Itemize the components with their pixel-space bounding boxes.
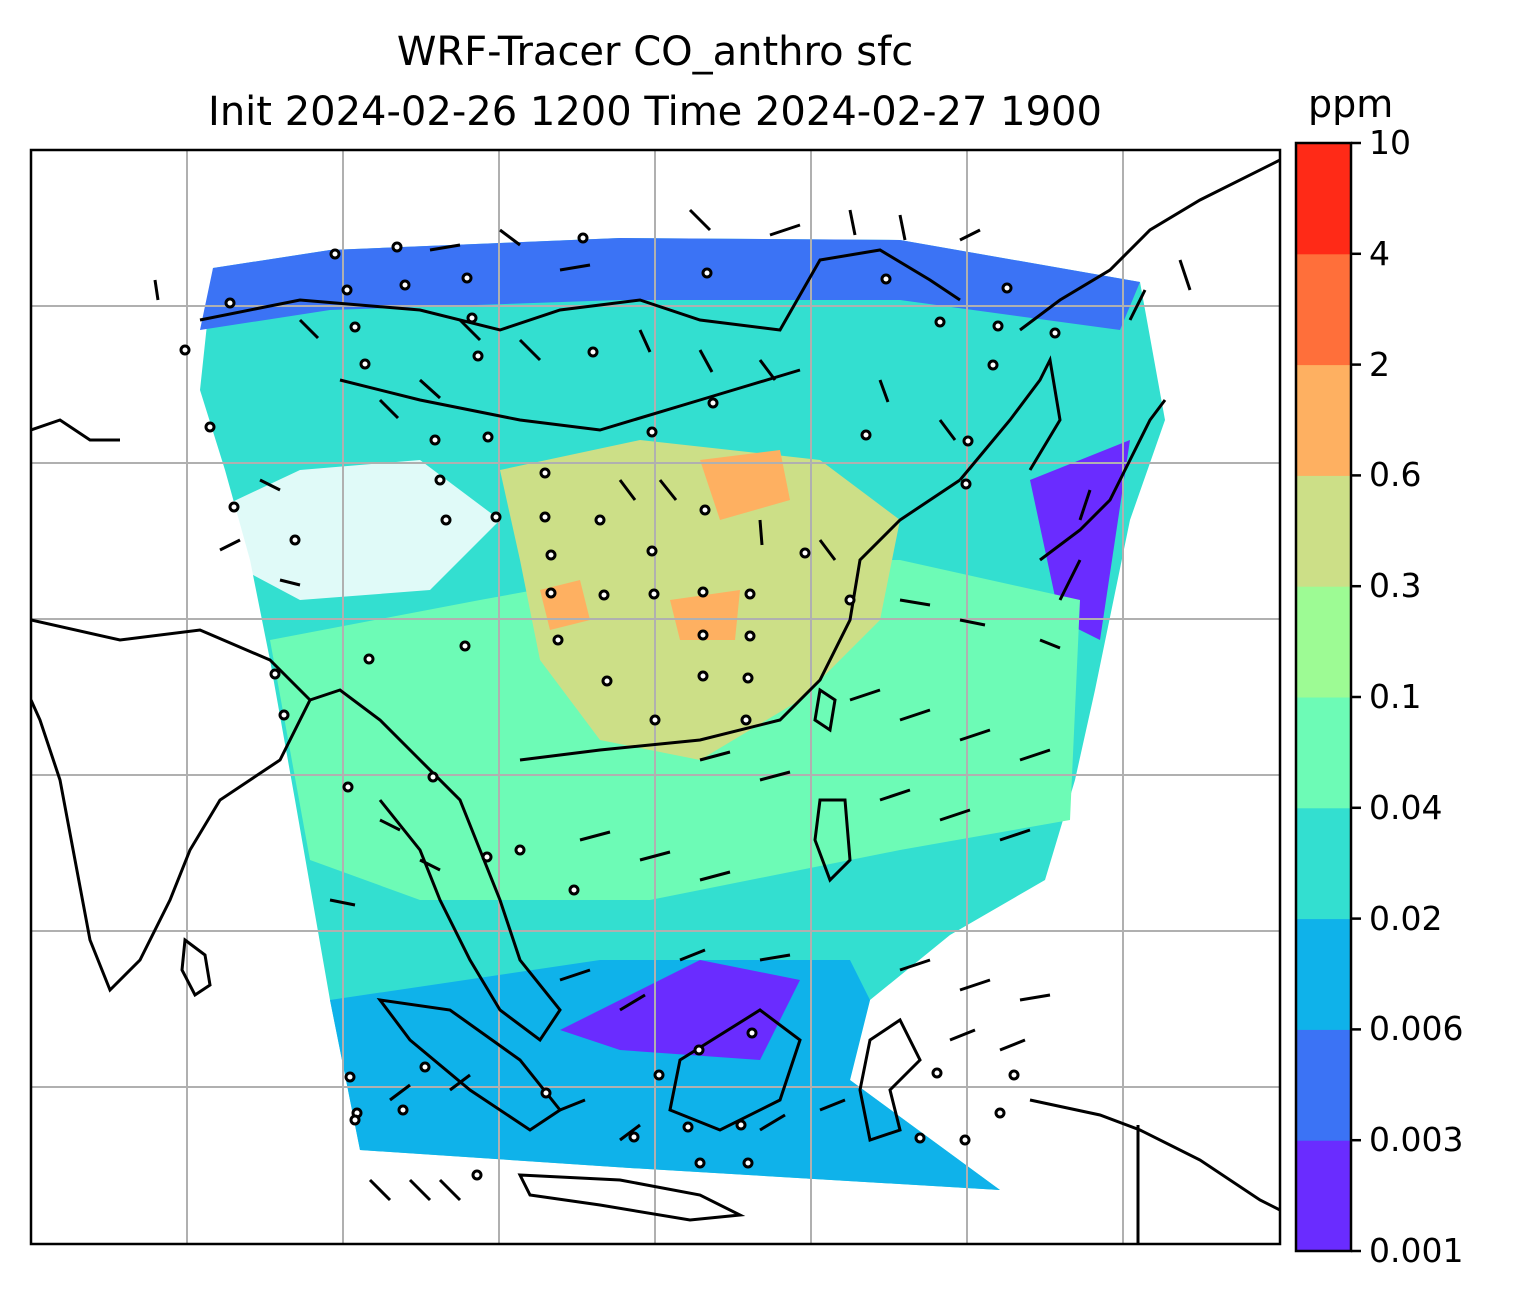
island-new-guinea [1029, 1098, 1280, 1212]
colorbar-segment [1296, 697, 1351, 809]
calm-wind-circles [179, 232, 1061, 1181]
colorbar-tick-label: 0.003 [1369, 1120, 1464, 1160]
colorbar-segment [1296, 475, 1351, 587]
field-band-min-south [560, 960, 800, 1060]
island-sri-lanka [180, 937, 212, 998]
colorbar-segment [1296, 253, 1351, 366]
wind-barbs [153, 208, 1192, 1202]
field-band-peak [700, 450, 790, 520]
colorbar [1294, 141, 1361, 1253]
colorbar-segment [1296, 1140, 1351, 1252]
coastline-korea [958, 355, 1062, 481]
field-band-peak [670, 590, 740, 640]
colorbar-tick-label: 10 [1369, 123, 1411, 162]
colorbar-tick-label: 4 [1369, 233, 1390, 273]
colorbar-tick-label: 0.006 [1369, 1009, 1464, 1049]
colorbar-segment [1296, 1029, 1351, 1141]
colorbar-tick-label: 0.3 [1369, 566, 1422, 606]
map-frame [29, 148, 1282, 1246]
field-gap-himalaya [215, 460, 500, 600]
field-band-low-north [200, 238, 1140, 330]
island-java [517, 1173, 746, 1222]
island-luzon [813, 798, 852, 883]
colorbar-segment [1296, 364, 1351, 476]
coastline-russia-east [1019, 158, 1280, 332]
island-taiwan [813, 687, 837, 733]
chart-title-line1: WRF-Tracer CO_anthro sfc [396, 29, 914, 75]
island-sumatra [376, 998, 563, 1132]
colorbar-unit: ppm [1308, 82, 1394, 126]
colorbar-segment [1296, 143, 1351, 255]
border-china-south [339, 368, 801, 432]
coastline-japan [1039, 399, 1167, 562]
gridlines [31, 150, 1280, 1244]
coastline-south-china [519, 478, 961, 762]
field-band-min-east [1030, 440, 1130, 640]
colorbar-tick-label: 0.1 [1369, 677, 1422, 716]
border-mongolia [199, 248, 961, 332]
field-band-low-south [330, 960, 1000, 1190]
coastline-indochina [309, 688, 562, 1043]
colorbar-segment [1296, 586, 1351, 698]
chart-title-line2: Init 2024-02-26 1200 Time 2024-02-27 190… [208, 89, 1102, 135]
colorbar-tick-label: 0.02 [1369, 898, 1443, 938]
colorbar-segment [1296, 807, 1351, 920]
coastline-india [31, 618, 312, 993]
coastlines [31, 158, 1280, 1244]
colorbar-tick-label: 2 [1369, 344, 1390, 384]
colorbar-segment [1296, 918, 1351, 1030]
colorbar-tick-label: 0.001 [1369, 1231, 1464, 1270]
map-area [31, 150, 1280, 1244]
island-sulawesi [858, 1017, 922, 1142]
island-borneo [668, 1008, 802, 1132]
coastline-arabian [31, 418, 120, 442]
colorbar-tick-label: 0.6 [1369, 455, 1422, 495]
colorbar-tick-label: 0.04 [1369, 787, 1443, 827]
